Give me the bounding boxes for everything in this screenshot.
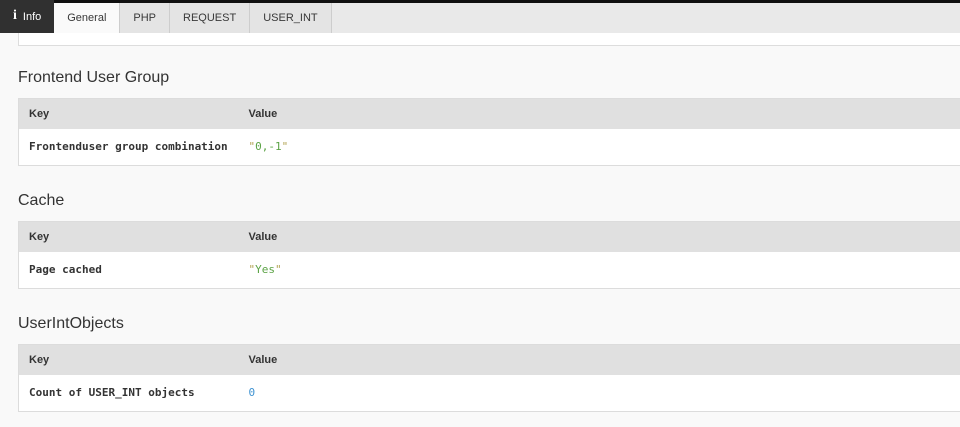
table-header-row: Key Value [18, 98, 960, 129]
section-title: UserIntObjects [18, 315, 124, 332]
value-quote: " [275, 263, 282, 276]
column-header-key: Key [18, 344, 239, 375]
row-key: Page cached [29, 263, 102, 276]
column-header-value: Value [238, 98, 960, 129]
tab-info-label: Info [22, 10, 42, 23]
content-area: Frontend User Group Key Value Frontendus… [0, 33, 960, 412]
section-user-int-objects: UserIntObjects Key Value Count of USER_I… [18, 314, 960, 412]
row-key: Count of USER_INT objects [29, 386, 195, 399]
column-header-key: Key [18, 98, 239, 129]
tab-general[interactable]: General [54, 3, 121, 33]
table-row: Frontenduser group combination "0,-1" [19, 129, 960, 166]
tab-info[interactable]: i Info [0, 0, 55, 33]
value-quote: " [248, 140, 256, 153]
value-quote: " [281, 140, 289, 153]
table-header-row: Key Value [18, 344, 960, 375]
table-row: Count of USER_INT objects 0 [19, 375, 960, 412]
value-quote: " [248, 263, 256, 276]
table-row: Page cached "Yes" [19, 252, 960, 289]
kv-table: Key Value Frontenduser group combination… [18, 98, 960, 166]
tab-bar: i Info General PHP REQUEST USER_INT [0, 0, 960, 33]
column-header-value: Value [238, 221, 960, 252]
row-value: 0 [239, 375, 960, 412]
kv-table: Key Value Count of USER_INT objects 0 [18, 344, 960, 412]
kv-table: Key Value Page cached "Yes" [18, 221, 960, 289]
clipped-table-bottom [18, 33, 960, 46]
section-cache: Cache Key Value Page cached "Yes" [18, 191, 960, 289]
row-key: Frontenduser group combination [29, 140, 228, 153]
value-text: 0 [248, 386, 256, 399]
tab-request[interactable]: REQUEST [170, 3, 251, 33]
row-value: "Yes" [239, 252, 960, 289]
tab-bar-filler [331, 3, 960, 33]
admin-panel: i Info General PHP REQUEST USER_INT Fron… [0, 0, 960, 412]
value-text: Yes [255, 263, 275, 276]
section-title: Frontend User Group [18, 69, 170, 86]
tab-php[interactable]: PHP [120, 3, 171, 33]
tab-user-int[interactable]: USER_INT [250, 3, 332, 33]
table-header-row: Key Value [18, 221, 960, 252]
column-header-key: Key [18, 221, 239, 252]
section-title: Cache [18, 192, 65, 209]
row-value: "0,-1" [239, 129, 960, 166]
value-text: 0,-1 [255, 140, 282, 153]
info-icon: i [13, 7, 17, 23]
section-frontend-user-group: Frontend User Group Key Value Frontendus… [18, 68, 960, 166]
column-header-value: Value [238, 344, 960, 375]
